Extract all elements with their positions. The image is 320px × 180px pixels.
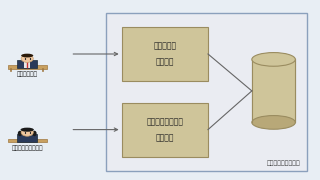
- Bar: [252, 59, 295, 122]
- Ellipse shape: [252, 53, 295, 66]
- Ellipse shape: [21, 54, 33, 57]
- Bar: [20, 134, 35, 139]
- Ellipse shape: [252, 116, 295, 129]
- Ellipse shape: [21, 129, 33, 136]
- Text: 管理画面: 管理画面: [156, 133, 174, 142]
- Text: 管理画面: 管理画面: [156, 58, 174, 67]
- Text: ホテル向け: ホテル向け: [153, 41, 176, 50]
- Bar: [24, 61, 30, 68]
- Bar: [18, 134, 37, 142]
- Bar: [106, 13, 307, 171]
- Ellipse shape: [20, 128, 34, 132]
- Bar: [122, 103, 208, 157]
- Ellipse shape: [21, 55, 33, 62]
- Text: 社内スタッフ向け: 社内スタッフ向け: [146, 117, 183, 126]
- Bar: [18, 60, 37, 68]
- Text: ホテル担当者: ホテル担当者: [17, 72, 38, 78]
- Bar: [19, 139, 35, 140]
- Ellipse shape: [18, 131, 22, 136]
- Text: 宿泊の管理システム: 宿泊の管理システム: [267, 160, 301, 166]
- Bar: [8, 139, 47, 142]
- Bar: [122, 27, 208, 81]
- Bar: [8, 65, 47, 69]
- Text: 一般社内のスタッフ: 一般社内のスタッフ: [12, 146, 43, 151]
- Bar: [252, 60, 295, 122]
- Ellipse shape: [32, 131, 36, 136]
